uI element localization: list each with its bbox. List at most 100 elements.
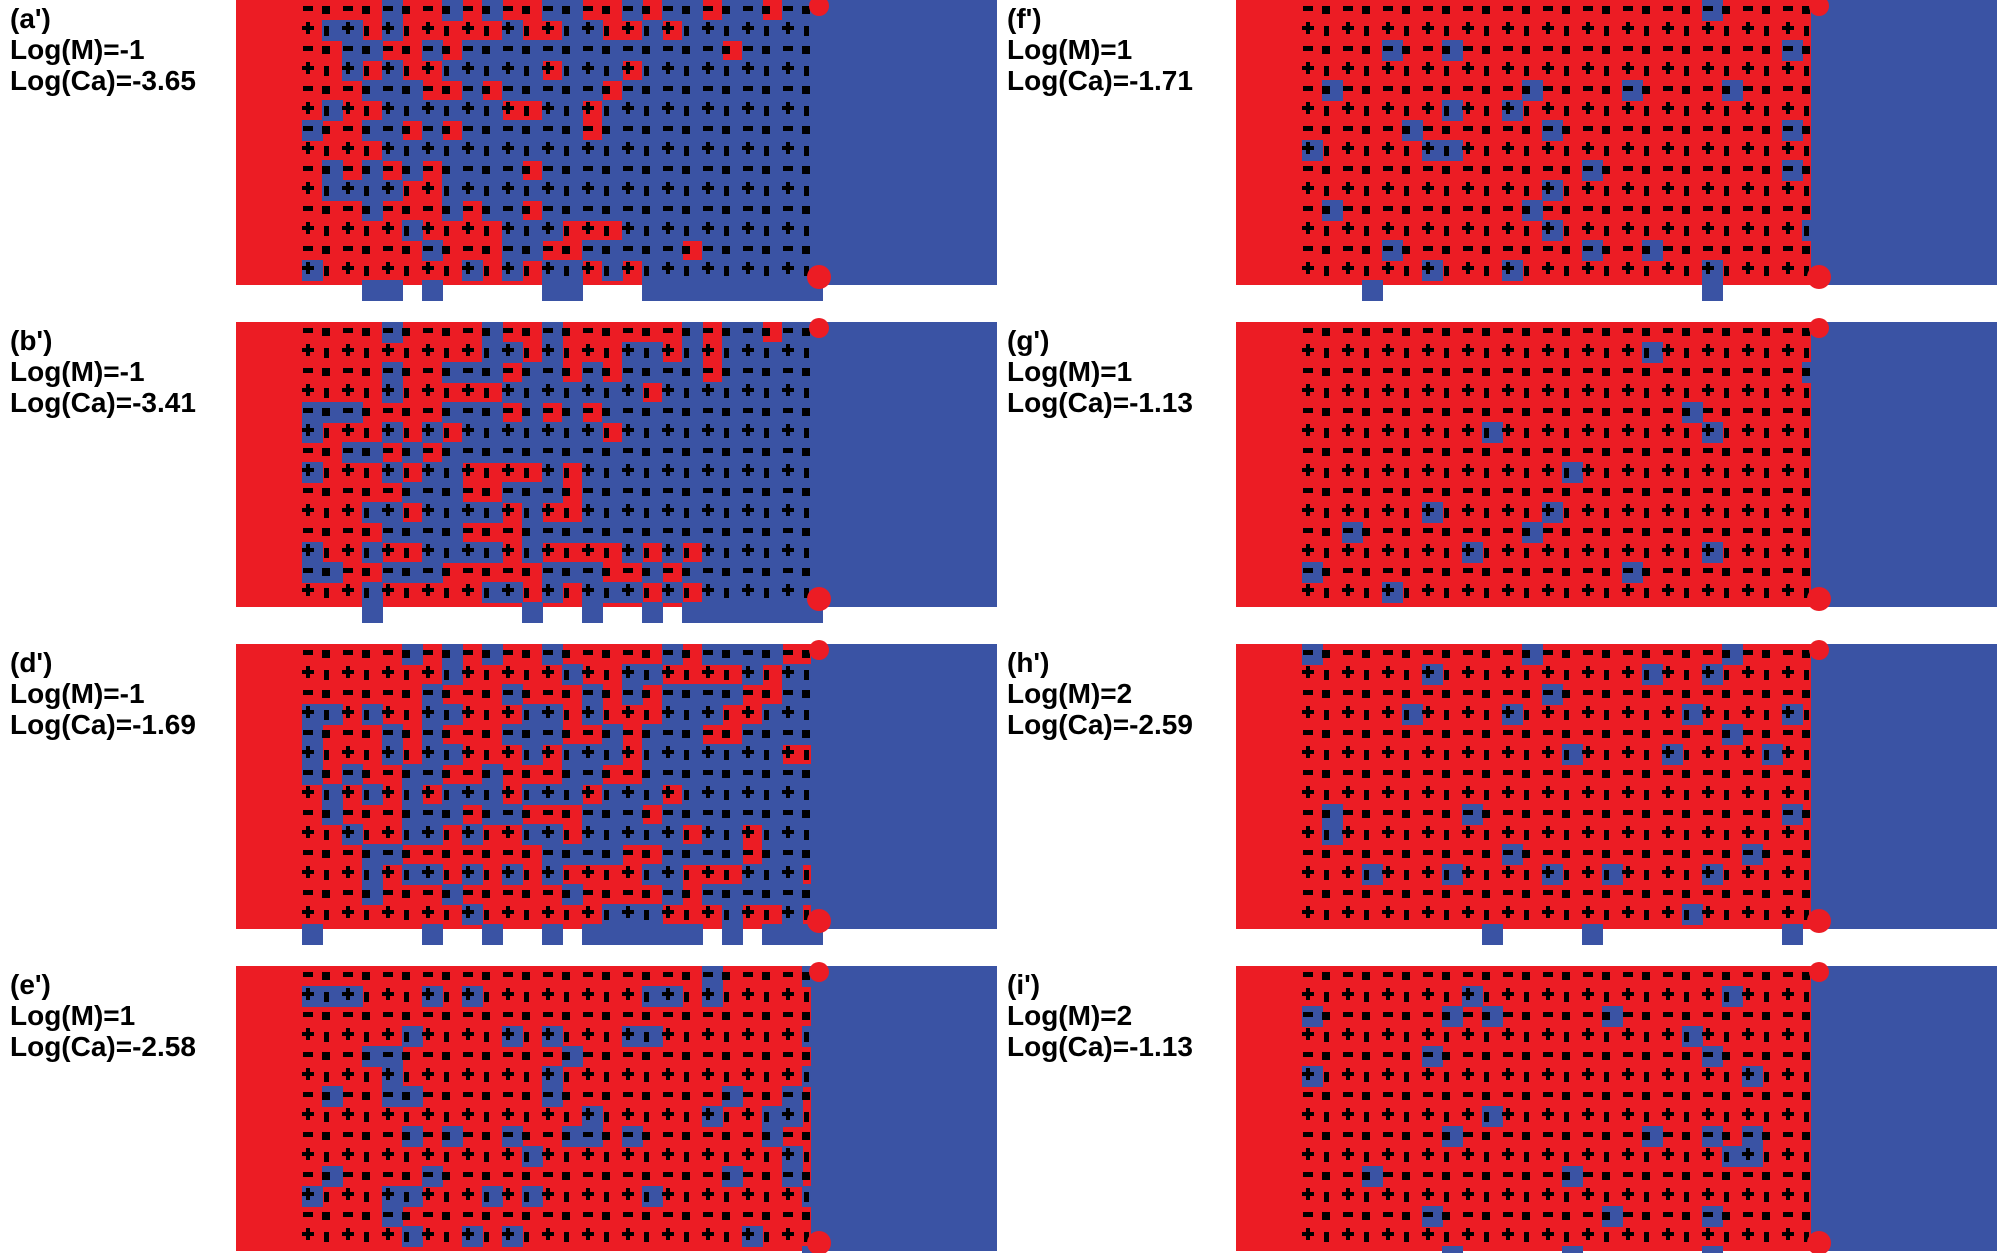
trapped-fluid xyxy=(1582,924,1603,945)
trapped-fluid xyxy=(582,602,603,623)
trapped-fluid xyxy=(1782,924,1803,945)
panel-label: (b') xyxy=(10,325,52,356)
trapped-fluid xyxy=(782,280,803,301)
simulation-panel xyxy=(236,962,997,1253)
mobility-ratio: Log(M)=2 xyxy=(1007,678,1132,709)
trapped-fluid xyxy=(1702,280,1723,301)
capillary-number: Log(Ca)=-1.71 xyxy=(1007,65,1193,96)
mobility-ratio: Log(M)=1 xyxy=(1007,34,1132,65)
front-bulge xyxy=(1807,587,1831,611)
mobility-ratio: Log(M)=-1 xyxy=(10,356,145,387)
front-bulge xyxy=(807,909,831,933)
simulation-panel xyxy=(1236,318,1997,611)
injected-fluid-inlet xyxy=(1236,966,1302,1251)
panel-label: (f') xyxy=(1007,3,1042,34)
obstacles xyxy=(1302,0,1811,285)
obstacles xyxy=(302,0,811,285)
capillary-number: Log(Ca)=-3.65 xyxy=(10,65,196,96)
simulation-panel xyxy=(236,318,997,623)
trapped-fluid xyxy=(302,924,323,945)
front-bulge xyxy=(1809,962,1829,982)
trapped-fluid xyxy=(542,924,563,945)
injected-fluid-inlet xyxy=(1236,322,1302,607)
capillary-number: Log(Ca)=-2.59 xyxy=(1007,709,1193,740)
obstacles xyxy=(302,644,811,929)
trapped-fluid xyxy=(382,280,403,301)
trapped-fluid xyxy=(1482,924,1503,945)
trapped-fluid xyxy=(642,602,663,623)
trapped-fluid xyxy=(762,924,783,945)
front-bulge xyxy=(809,318,829,338)
trapped-fluid xyxy=(482,924,503,945)
trapped-fluid xyxy=(722,924,743,945)
capillary-number: Log(Ca)=-2.58 xyxy=(10,1031,196,1062)
trapped-fluid xyxy=(662,924,683,945)
simulation-panel xyxy=(236,0,997,301)
injected-fluid-inlet xyxy=(236,644,302,929)
trapped-fluid xyxy=(642,924,663,945)
obstacles xyxy=(1302,966,1811,1251)
trapped-fluid xyxy=(622,924,643,945)
injected-fluid-inlet xyxy=(236,966,302,1251)
front-bulge xyxy=(1807,909,1831,933)
front-bulge xyxy=(1809,640,1829,660)
panel-label: (i') xyxy=(1007,969,1040,1000)
panel-label: (d') xyxy=(10,647,52,678)
trapped-fluid xyxy=(542,280,563,301)
panel-label: (a') xyxy=(10,3,51,34)
injected-fluid-inlet xyxy=(236,322,302,607)
trapped-fluid xyxy=(422,280,443,301)
trapped-fluid xyxy=(782,924,803,945)
mobility-ratio: Log(M)=-1 xyxy=(10,34,145,65)
trapped-fluid xyxy=(562,280,583,301)
trapped-fluid xyxy=(722,602,743,623)
injected-fluid-inlet xyxy=(236,0,302,285)
trapped-fluid xyxy=(642,280,663,301)
trapped-fluid xyxy=(702,602,723,623)
capillary-number: Log(Ca)=-1.13 xyxy=(1007,1031,1193,1062)
trapped-fluid xyxy=(722,280,743,301)
injected-fluid-inlet xyxy=(1236,0,1302,285)
simulation-panel xyxy=(236,640,997,945)
trapped-fluid xyxy=(742,602,763,623)
trapped-fluid xyxy=(682,924,703,945)
obstacles xyxy=(1302,322,1811,607)
trapped-fluid xyxy=(362,602,383,623)
front-bulge xyxy=(1809,318,1829,338)
obstacles xyxy=(302,966,811,1251)
trapped-fluid xyxy=(602,924,623,945)
front-bulge xyxy=(1809,0,1829,16)
trapped-fluid xyxy=(762,280,783,301)
panel-label: (h') xyxy=(1007,647,1049,678)
trapped-fluid xyxy=(742,280,763,301)
trapped-fluid xyxy=(362,280,383,301)
front-bulge xyxy=(809,962,829,982)
front-bulge xyxy=(809,0,829,16)
capillary-number: Log(Ca)=-1.13 xyxy=(1007,387,1193,418)
trapped-fluid xyxy=(422,924,443,945)
trapped-fluid xyxy=(682,602,703,623)
trapped-fluid xyxy=(702,280,723,301)
trapped-fluid xyxy=(522,602,543,623)
simulation-panel xyxy=(1236,0,1997,301)
mobility-ratio: Log(M)=-1 xyxy=(10,678,145,709)
mobility-ratio: Log(M)=1 xyxy=(1007,356,1132,387)
obstacles xyxy=(302,322,811,607)
front-bulge xyxy=(809,640,829,660)
trapped-fluid xyxy=(762,602,783,623)
trapped-fluid xyxy=(582,924,603,945)
obstacles xyxy=(1302,644,1811,929)
trapped-fluid xyxy=(662,280,683,301)
front-bulge xyxy=(1807,1231,1831,1253)
trapped-fluid xyxy=(682,280,703,301)
mobility-ratio: Log(M)=2 xyxy=(1007,1000,1132,1031)
simulation-panel xyxy=(1236,962,1997,1253)
trapped-fluid xyxy=(1362,280,1383,301)
capillary-number: Log(Ca)=-1.69 xyxy=(10,709,196,740)
simulation-panel xyxy=(1236,640,1997,945)
panel-label: (g') xyxy=(1007,325,1049,356)
injected-fluid-inlet xyxy=(1236,644,1302,929)
capillary-number: Log(Ca)=-3.41 xyxy=(10,387,196,418)
front-bulge xyxy=(807,1231,831,1253)
